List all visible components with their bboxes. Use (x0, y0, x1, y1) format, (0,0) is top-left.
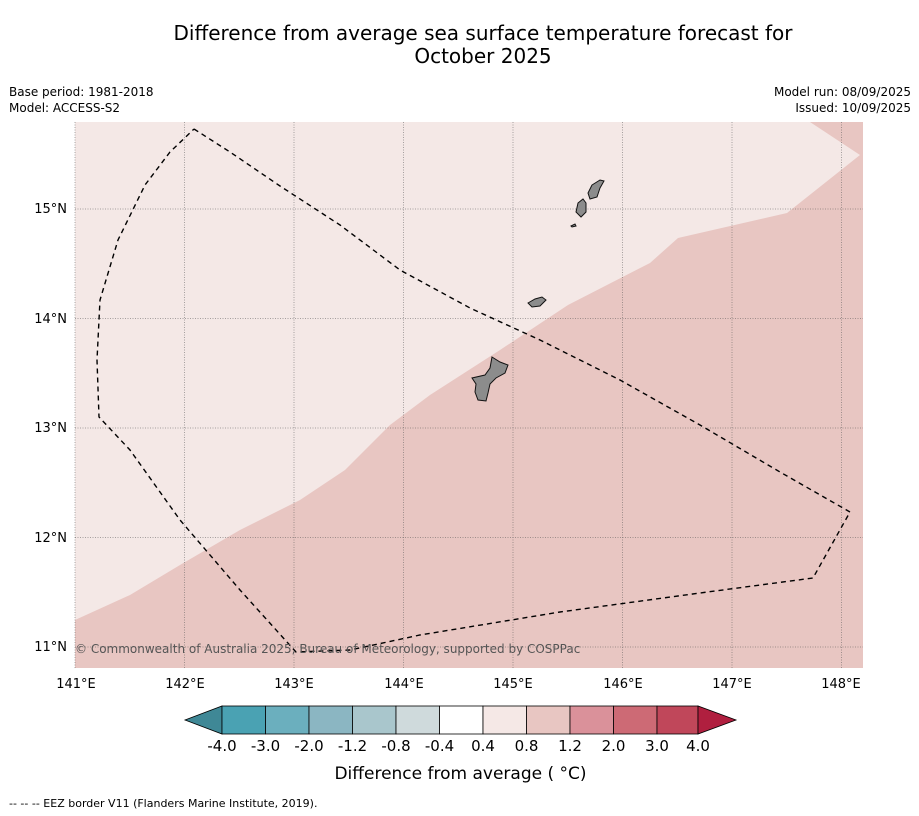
colorbar-swatch (482, 705, 527, 735)
colorbar-label: -0.4 (424, 737, 455, 755)
lon-tick-142: 142°E (165, 677, 205, 692)
island-saipan (587, 179, 605, 200)
lon-tick-148: 148°E (821, 677, 861, 692)
colorbar-swatch (656, 705, 699, 735)
colorbar-label: 0.8 (514, 737, 539, 755)
meta-right: Model run: 08/09/2025 Issued: 10/09/2025 (774, 84, 911, 116)
colorbar-label: -4.0 (207, 737, 237, 755)
colorbar-label: -0.8 (381, 737, 411, 755)
colorbar-label: -2.0 (294, 737, 324, 755)
map-area (75, 122, 863, 668)
lon-tick-labels: 141°E 142°E 143°E 144°E 145°E 146°E 147°… (56, 677, 861, 692)
lon-tick-141: 141°E (56, 677, 96, 692)
colorbar-extend-low (183, 705, 223, 735)
colorbar-swatch (526, 705, 571, 735)
lat-tick-13: 13°N (34, 421, 67, 436)
colorbar-swatch (613, 705, 658, 735)
base-period: Base period: 1981-2018 (9, 85, 154, 99)
colorbar-swatch (265, 705, 310, 735)
lon-tick-143: 143°E (274, 677, 314, 692)
lat-tick-14: 14°N (34, 312, 67, 327)
copyright-notice: © Commonwealth of Australia 2025, Bureau… (75, 642, 580, 656)
lon-tick-145: 145°E (493, 677, 533, 692)
island-tinian (575, 198, 587, 218)
colorbar-swatch (569, 705, 614, 735)
colorbar-extend-high (697, 705, 738, 735)
model-run: Model run: 08/09/2025 (773, 85, 911, 99)
colorbar-label: 4.0 (686, 737, 710, 755)
lat-tick-12: 12°N (34, 531, 67, 546)
colorbar-label: -1.2 (337, 737, 368, 755)
colorbar-label: 2.0 (601, 737, 626, 755)
colorbar-label: -3.0 (250, 737, 281, 755)
lat-tick-11: 11°N (34, 640, 67, 655)
lon-tick-147: 147°E (712, 677, 752, 692)
lon-tick-146: 146°E (603, 677, 643, 692)
anomaly-band-0-4-to-0-8 (75, 122, 860, 620)
colorbar-title: Difference from average ( °C) (334, 764, 587, 784)
meta-left: Base period: 1981-2018 Model: ACCESS-S2 (9, 84, 154, 116)
map-title-line2: October 2025 (414, 44, 552, 68)
colorbar-label: 3.0 (645, 737, 669, 755)
colorbar-label: 1.2 (558, 737, 582, 755)
lat-tick-labels: 15°N 14°N 13°N 12°N 11°N (34, 202, 67, 655)
colorbar-label: 0.4 (471, 737, 495, 755)
eez-footnote: -- -- -- EEZ border V11 (Flanders Marine… (9, 797, 318, 810)
lon-tick-144: 144°E (384, 677, 424, 692)
land (471, 179, 605, 402)
island-guam (471, 356, 509, 402)
island-aguijan (570, 223, 577, 228)
colorbar-swatch (221, 705, 266, 735)
colorbar-swatch (395, 705, 440, 735)
issued-date: Issued: 10/09/2025 (795, 101, 911, 115)
colorbar-swatch (308, 705, 353, 735)
colorbar-swatch (352, 705, 397, 735)
model-name: Model: ACCESS-S2 (9, 101, 121, 115)
colorbar (183, 705, 738, 735)
grid (74, 122, 863, 668)
map-title: Difference from average sea surface temp… (0, 22, 919, 68)
lat-tick-15: 15°N (34, 202, 67, 217)
map-title-line1: Difference from average sea surface temp… (173, 21, 793, 45)
colorbar-swatch (439, 705, 484, 735)
eez-border (96, 128, 851, 653)
island-rota (527, 296, 547, 308)
